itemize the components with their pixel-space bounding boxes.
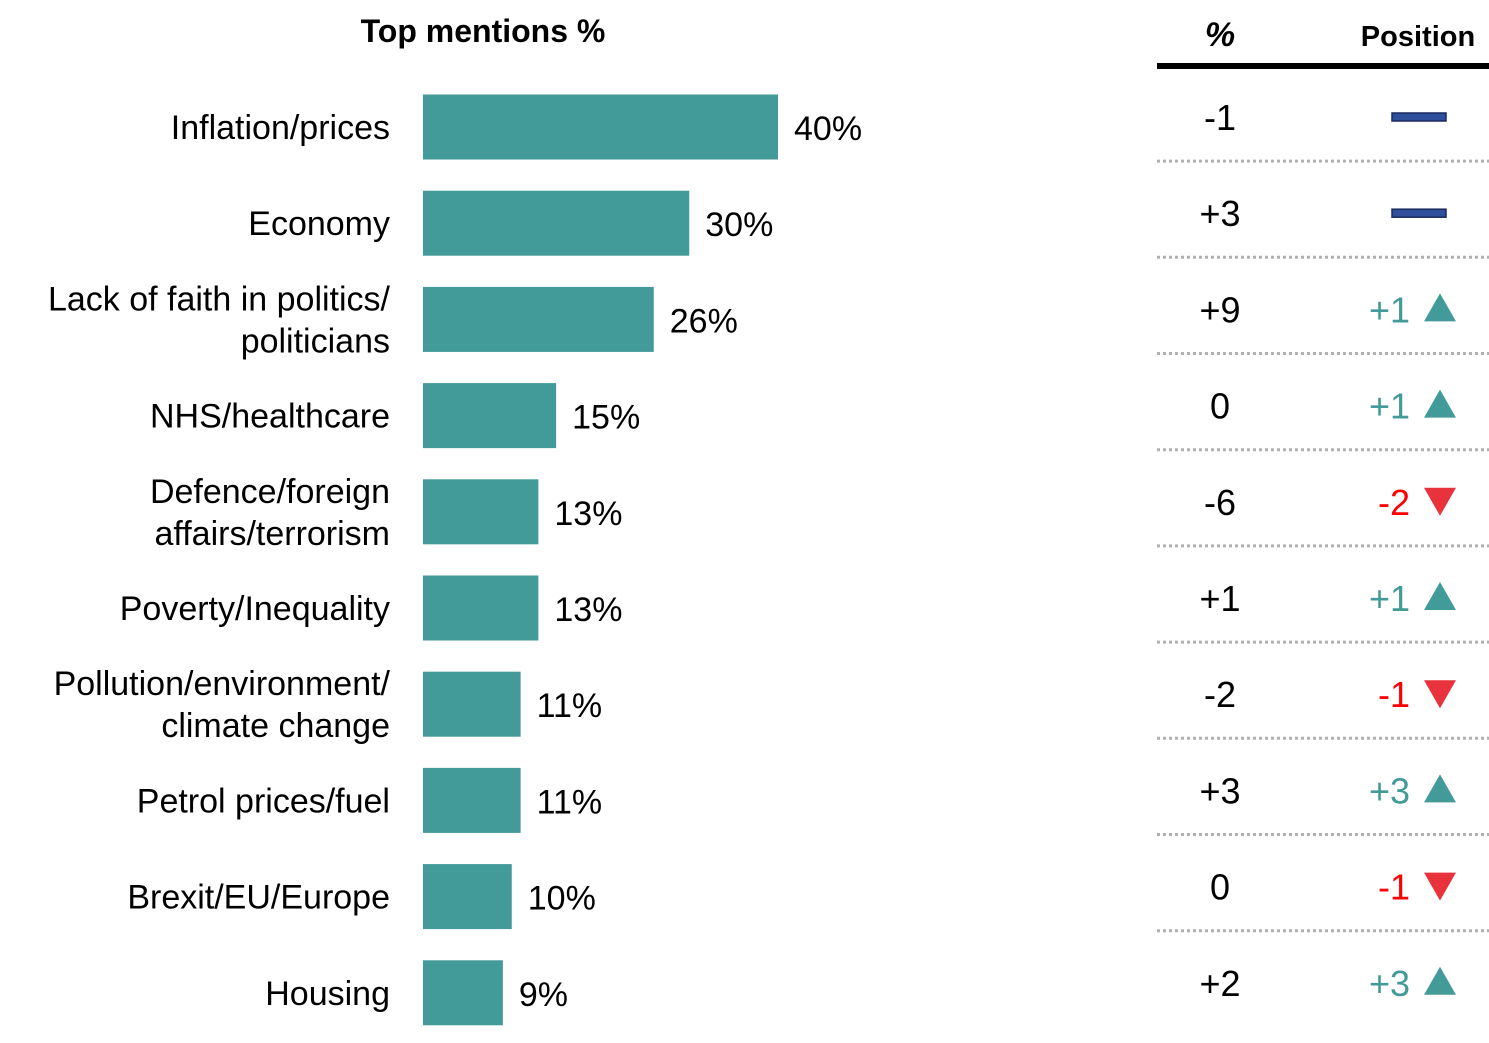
- position-change: -1: [1378, 867, 1410, 908]
- bar-value-label: 9%: [519, 976, 568, 1014]
- change-value: -6: [1204, 482, 1236, 523]
- bar-value-label: 13%: [554, 591, 622, 629]
- triangle-down-icon: [1424, 872, 1456, 901]
- bar: [423, 94, 778, 160]
- category-label: Petrol prices/fuel: [137, 782, 390, 820]
- category-label-line: Housing: [265, 975, 390, 1013]
- change-column-header: %: [1205, 16, 1235, 54]
- triangle-up-icon: [1424, 293, 1456, 322]
- triangle-down-icon: [1424, 487, 1456, 516]
- change-value: +1: [1199, 578, 1240, 619]
- triangle-up-icon: [1424, 389, 1456, 418]
- category-label: Brexit/EU/Europe: [127, 879, 390, 917]
- category-label-line: Pollution/environment/: [54, 665, 391, 703]
- bar-value-label: 11%: [537, 783, 603, 821]
- bar-value-label: 10%: [528, 880, 596, 918]
- category-label: NHS/healthcare: [150, 398, 390, 436]
- bar-value-label: 13%: [554, 495, 622, 533]
- category-label-line: Economy: [248, 205, 390, 243]
- change-value: +3: [1199, 770, 1240, 811]
- position-column-header: Position: [1361, 21, 1475, 53]
- bar: [423, 190, 690, 256]
- category-label-line: Lack of faith in politics/: [48, 280, 391, 318]
- position-change: -1: [1378, 674, 1410, 715]
- category-label-line: Poverty/Inequality: [120, 590, 390, 628]
- chart-rows: Inflation/prices 40% -1 Economy 30% +3 Lack of…: [48, 94, 1489, 1026]
- change-value: -2: [1204, 674, 1236, 715]
- change-value: 0: [1210, 386, 1230, 427]
- bar: [423, 767, 521, 833]
- change-value: +3: [1199, 193, 1240, 234]
- category-label-line: Petrol prices/fuel: [137, 782, 390, 820]
- chart-title: Top mentions %: [361, 13, 606, 49]
- category-label-line: NHS/healthcare: [150, 398, 390, 436]
- position-change: +1: [1369, 578, 1410, 619]
- triangle-up-icon: [1424, 774, 1456, 803]
- triangle-up-icon: [1424, 966, 1456, 995]
- category-label-line: affairs/terrorism: [154, 515, 390, 553]
- category-label: Defence/foreign affairs/terrorism: [150, 473, 390, 553]
- bar-value-label: 11%: [537, 687, 603, 725]
- category-label: Poverty/Inequality: [120, 590, 390, 628]
- dash-icon: [1391, 208, 1447, 218]
- category-label: Inflation/prices: [171, 109, 390, 147]
- bar: [423, 960, 503, 1026]
- change-value: +9: [1199, 289, 1240, 330]
- category-label-line: climate change: [161, 707, 390, 745]
- bar: [423, 575, 539, 641]
- position-change: +1: [1369, 386, 1410, 427]
- category-label: Economy: [248, 205, 390, 243]
- bar: [423, 286, 654, 352]
- category-label: Lack of faith in politics/politicians: [48, 280, 391, 360]
- category-label: Pollution/environment/climate change: [54, 665, 391, 745]
- position-change: +1: [1369, 289, 1410, 330]
- dash-icon: [1391, 112, 1447, 122]
- category-label-line: Defence/foreign: [150, 473, 390, 511]
- bar-value-label: 26%: [670, 302, 738, 340]
- triangle-down-icon: [1424, 680, 1456, 709]
- position-change: -2: [1378, 482, 1410, 523]
- bar: [423, 479, 539, 545]
- change-value: +2: [1199, 963, 1240, 1004]
- bar: [423, 864, 512, 930]
- category-label-line: politicians: [241, 322, 390, 360]
- bar-value-label: 30%: [705, 206, 773, 244]
- bar: [423, 383, 557, 449]
- bar-value-label: 15%: [572, 399, 640, 437]
- triangle-up-icon: [1424, 582, 1456, 610]
- category-label-line: Brexit/EU/Europe: [127, 879, 390, 917]
- category-label: Housing: [265, 975, 390, 1013]
- position-change: +3: [1369, 770, 1410, 811]
- position-change: +3: [1369, 963, 1410, 1004]
- bar: [423, 671, 521, 737]
- change-value: 0: [1210, 867, 1230, 908]
- bar-value-label: 40%: [794, 110, 862, 148]
- change-value: -1: [1204, 97, 1236, 138]
- category-label-line: Inflation/prices: [171, 109, 390, 147]
